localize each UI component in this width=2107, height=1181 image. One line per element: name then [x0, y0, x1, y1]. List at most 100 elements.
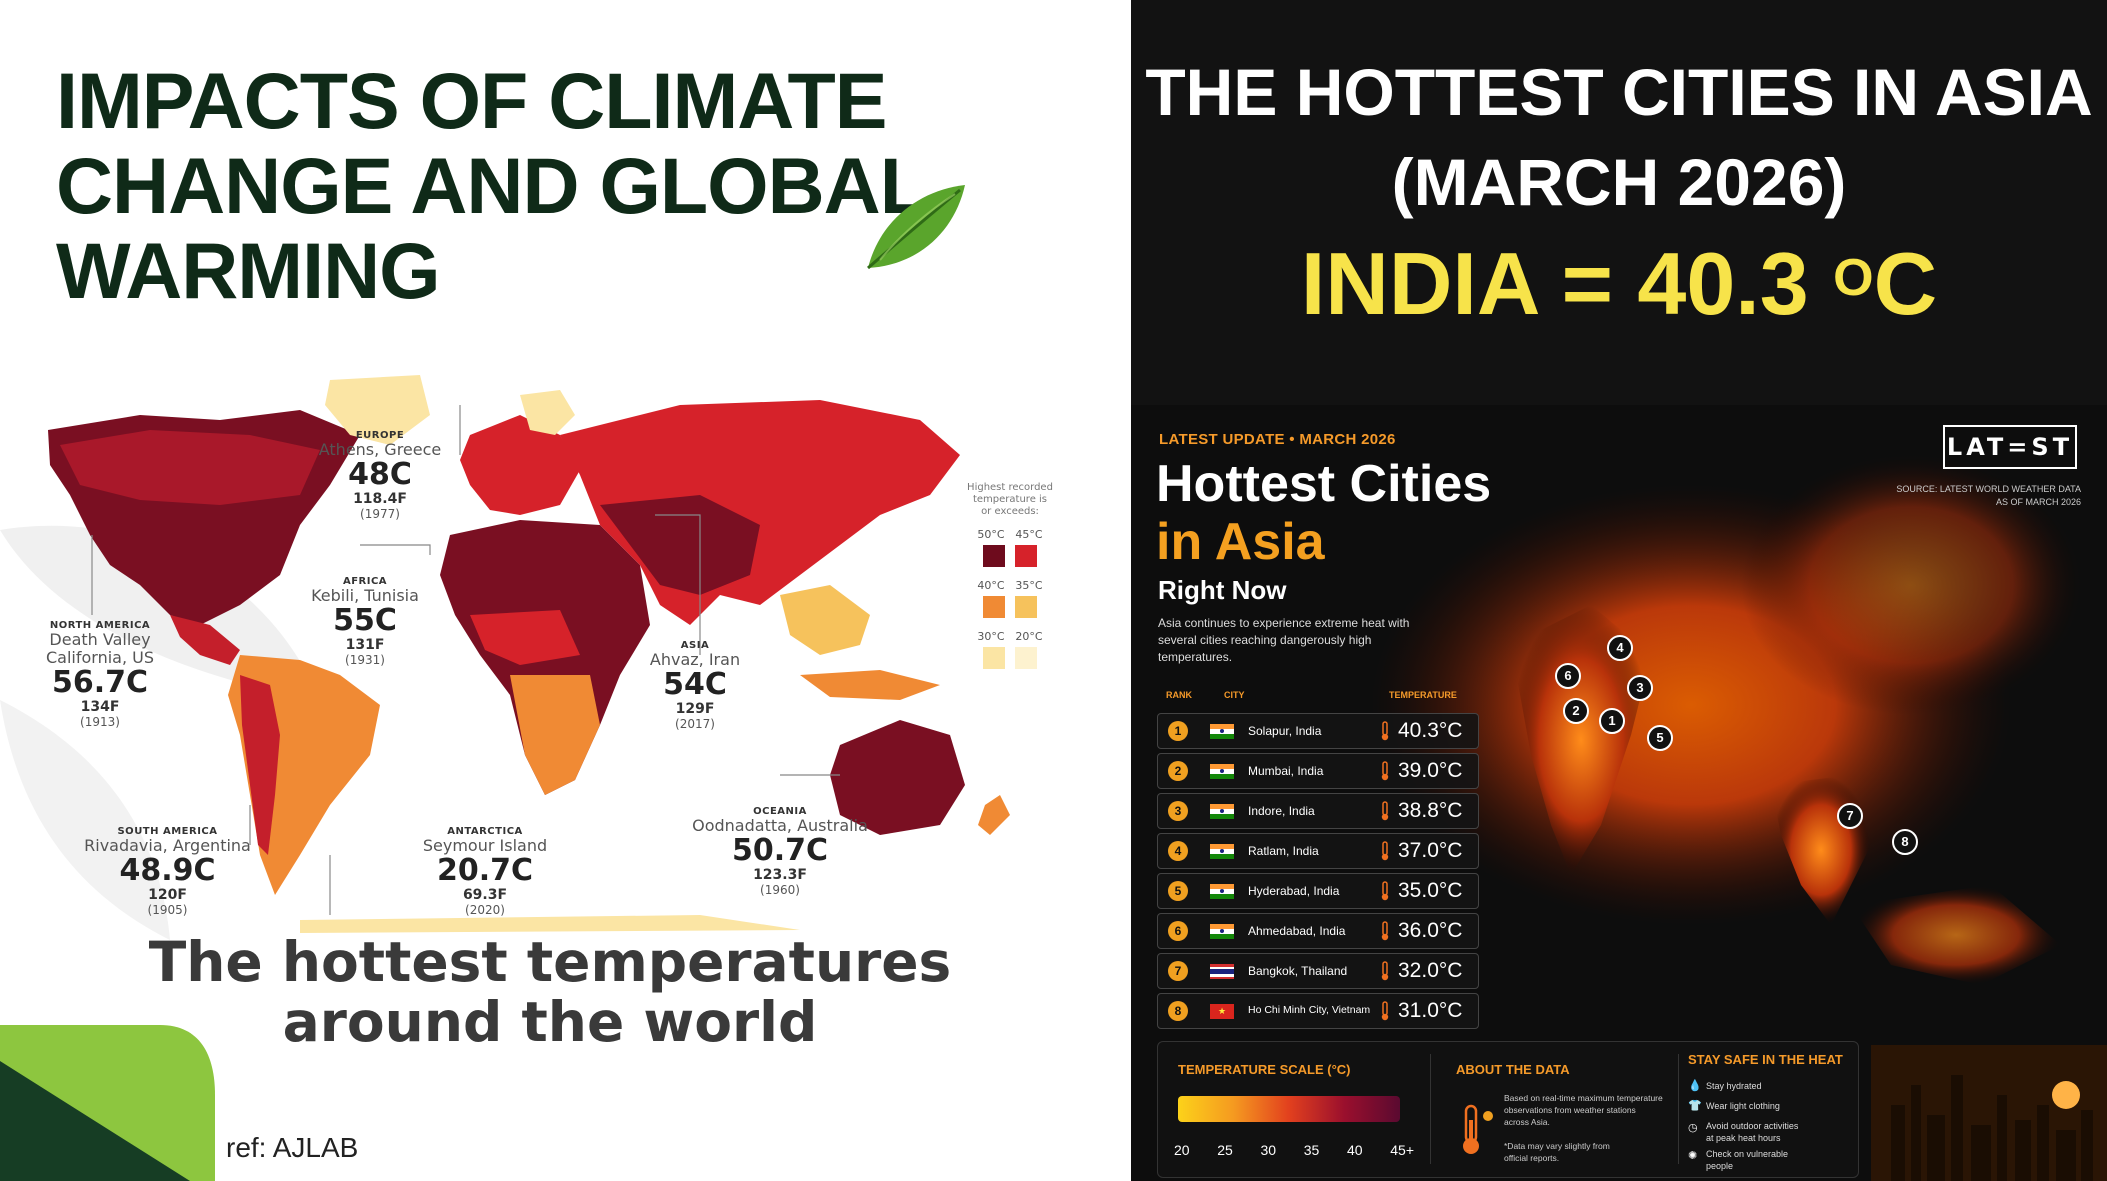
infographic-description: Asia continues to experience extreme hea…	[1158, 616, 1410, 664]
temperature-scale-gradient	[1178, 1096, 1400, 1122]
city-row-8: 8 ★ Ho Chi Minh City, Vietnam 31.0°C	[1157, 993, 1479, 1029]
tip-2: Wear light clothing	[1706, 1100, 1780, 1112]
about-note: *Data may vary slightly from official re…	[1504, 1140, 1664, 1164]
right-title-line-2: (MARCH 2026)	[1391, 145, 1847, 219]
legend-row-1-swatches	[955, 545, 1065, 567]
tip-1-line-1: Stay hydrated	[1706, 1081, 1762, 1091]
india-flag-icon	[1210, 724, 1234, 739]
left-panel: IMPACTS OF CLIMATE CHANGE AND GLOBAL WAR…	[0, 58, 1065, 1181]
map-africa-south	[510, 675, 600, 795]
reference-text: ref: AJLAB	[226, 1132, 359, 1163]
about-title: ABOUT THE DATA	[1456, 1062, 1570, 1077]
map-south-america-west	[240, 675, 280, 855]
city-name: Ahmedabad, India	[1248, 924, 1346, 938]
legend-header-line-2: temperature is	[972, 494, 1048, 505]
about-text-line-3: across Asia.	[1504, 1117, 1550, 1127]
city-row-1: 1 Solapur, India 40.3°C	[1157, 713, 1479, 749]
city-temperature: 32.0°C	[1398, 959, 1463, 982]
record-africa-fahrenheit: 131F	[345, 637, 385, 653]
column-temperature: TEMPERATURE	[1389, 690, 1457, 700]
shirt-icon: 👕	[1688, 1100, 1702, 1112]
map-canada-south	[60, 430, 320, 505]
left-title-line-3: WARMING	[56, 226, 441, 315]
record-oceania-place: Oodnadatta, Australia	[692, 816, 868, 835]
record-north-america-fahrenheit: 134F	[80, 699, 120, 715]
record-north-america-place-1: Death Valley	[49, 630, 151, 649]
tip-4: Check on vulnerable people	[1706, 1148, 1788, 1172]
thailand-flag-icon	[1210, 964, 1234, 979]
scale-tick: 25	[1217, 1142, 1233, 1158]
rank-badge: 3	[1168, 801, 1188, 821]
record-antarctica: ANTARCTICA Seymour Island 20.7C 69.3F (2…	[405, 826, 565, 917]
record-north-america-year: (1913)	[80, 715, 120, 729]
about-note-line-2: official reports.	[1504, 1153, 1560, 1163]
legend-swatch	[983, 545, 1005, 567]
divider	[1678, 1054, 1679, 1164]
left-title-line-2: CHANGE AND GLOBAL	[56, 141, 928, 230]
map-pin-2: 2	[1563, 698, 1589, 724]
record-south-america-region: SOUTH AMERICA	[117, 826, 218, 837]
legend-row-2-swatches	[955, 596, 1065, 618]
record-south-america: SOUTH AMERICA Rivadavia, Argentina 48.9C…	[70, 826, 265, 917]
map-pin-1: 1	[1599, 708, 1625, 734]
infographic-heading-3: Right Now	[1158, 575, 1287, 605]
divider	[1430, 1054, 1431, 1164]
rank-badge: 8	[1168, 1001, 1188, 1021]
rank-badge: 2	[1168, 761, 1188, 781]
thermometer-icon	[1381, 921, 1389, 941]
sun-icon: ✺	[1688, 1150, 1698, 1162]
scale-title: TEMPERATURE SCALE (°C)	[1178, 1062, 1351, 1077]
city-row-2: 2 Mumbai, India 39.0°C	[1157, 753, 1479, 789]
map-central-america	[170, 615, 240, 665]
map-antarctica	[300, 915, 800, 933]
right-panel: THE HOTTEST CITIES IN ASIA (MARCH 2026) …	[1131, 0, 2107, 1181]
record-europe-region: EUROPE	[355, 430, 405, 441]
scale-tick: 40	[1347, 1142, 1363, 1158]
record-asia-region: ASIA	[680, 640, 710, 651]
map-pin-7: 7	[1837, 803, 1863, 829]
city-row-3: 3 Indore, India 38.8°C	[1157, 793, 1479, 829]
tip-4-line-1: Check on vulnerable	[1706, 1149, 1789, 1159]
record-oceania-region: OCEANIA	[753, 806, 807, 817]
record-europe: EUROPE Athens, Greece 48C 118.4F (1977)	[300, 430, 460, 521]
thermometer-icon	[1381, 881, 1389, 901]
city-name: Bangkok, Thailand	[1248, 964, 1348, 978]
legend-header-line-3: or exceeds:	[981, 506, 1039, 517]
city-temperature: 31.0°C	[1398, 999, 1463, 1022]
record-europe-year: (1977)	[360, 507, 400, 521]
infographic-heading-1: Hottest Cities	[1156, 455, 1492, 513]
tip-4-line-2: people	[1706, 1161, 1734, 1171]
thermometer-icon	[1381, 761, 1389, 781]
left-title-line-1: IMPACTS OF CLIMATE	[56, 56, 887, 145]
city-temperature: 37.0°C	[1398, 839, 1463, 862]
map-pin-8: 8	[1892, 829, 1918, 855]
legend-swatch	[1015, 545, 1037, 567]
city-row-6: 6 Ahmedabad, India 36.0°C	[1157, 913, 1479, 949]
scale-tick: 20	[1174, 1142, 1190, 1158]
record-antarctica-fahrenheit: 69.3F	[462, 887, 508, 903]
map-southeast-asia	[780, 585, 870, 655]
city-name: Solapur, India	[1248, 724, 1322, 738]
left-title: IMPACTS OF CLIMATE CHANGE AND GLOBAL WAR…	[56, 58, 956, 313]
infographic-heading-2: in Asia	[1156, 513, 1325, 571]
source-line-2: AS OF MARCH 2026	[1995, 497, 2081, 507]
india-flag-icon	[1210, 804, 1234, 819]
water-drop-icon: 💧	[1688, 1080, 1702, 1092]
record-asia-celsius: 54C	[663, 667, 727, 702]
scale-tick: 30	[1260, 1142, 1277, 1158]
column-city: CITY	[1224, 690, 1245, 700]
legend-swatch	[1015, 647, 1037, 669]
right-title-line-1: THE HOTTEST CITIES IN ASIA	[1145, 55, 2093, 129]
thermometer-sun-icon	[1463, 1104, 1493, 1154]
legend-row-3-swatches	[955, 647, 1065, 669]
legend-swatch	[983, 647, 1005, 669]
rank-badge: 7	[1168, 961, 1188, 981]
record-asia-place: Ahvaz, Iran	[649, 650, 741, 669]
latest-logo: LAT=ST	[1943, 425, 2077, 469]
map-australia	[830, 720, 965, 835]
record-south-america-celsius: 48.9C	[119, 853, 216, 888]
rank-badge: 6	[1168, 921, 1188, 941]
legend-label: 35°C	[1015, 579, 1043, 592]
record-asia-fahrenheit: 129F	[675, 701, 715, 717]
thermometer-icon	[1381, 841, 1389, 861]
